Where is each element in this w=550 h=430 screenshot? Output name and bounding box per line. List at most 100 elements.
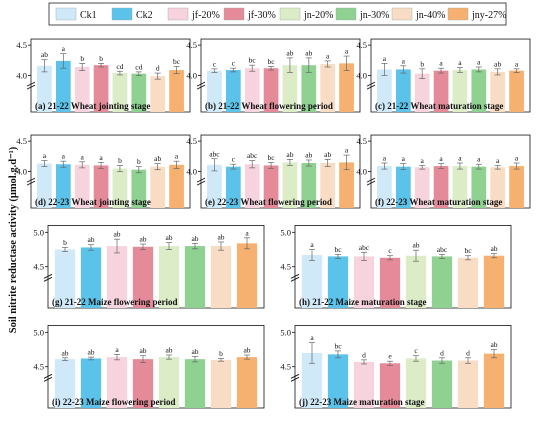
legend-swatch — [167, 7, 189, 21]
bar — [379, 257, 401, 308]
bar — [80, 358, 102, 408]
significance-letter: d — [440, 348, 444, 357]
panel-letter: (f) — [375, 197, 386, 207]
chart-panel: 4.0 4.5 abc c abc bc ab ab ab a (e) 22-23 Wheat fl… — [186, 134, 361, 209]
axis-break — [196, 177, 206, 183]
bar — [353, 256, 375, 308]
axis-break — [366, 84, 376, 90]
legend-label: Ck2 — [136, 10, 153, 21]
bar — [395, 166, 411, 208]
significance-letter: ab — [286, 48, 293, 57]
significance-letter: a — [383, 54, 387, 63]
panel-title: (h) 21-22 Maize maturation stage — [299, 297, 426, 307]
bar — [433, 70, 449, 112]
bar — [80, 247, 102, 308]
significance-letter: a — [515, 59, 519, 68]
significance-letter: a — [439, 154, 443, 163]
significance-letter: ab — [243, 346, 250, 355]
y-tick-label: 4.0 — [356, 167, 367, 177]
axis-break — [26, 177, 36, 183]
chart-panel: 4.5 5.0 a bc d e c d d ab (j) 22-23 Maize maturati… — [280, 325, 512, 409]
bar — [132, 246, 154, 308]
panel-title-text: 22-23 Wheat jointing stage — [48, 197, 151, 207]
axis-break — [290, 376, 300, 382]
significance-letter: ab — [139, 235, 146, 244]
bar — [414, 167, 430, 208]
significance-letter: abc — [247, 151, 258, 160]
legend: Ck1 Ck2 jf-20% jf-30% jn-20% jn-30% jn-40% jny-… — [48, 2, 506, 26]
significance-letter: a — [62, 152, 66, 161]
y-tick-label: 4.5 — [186, 136, 197, 146]
bar — [37, 65, 52, 112]
bar — [210, 359, 232, 408]
significance-letter: d — [362, 350, 366, 359]
significance-letter: b — [80, 54, 84, 63]
significance-letter: ab — [490, 244, 497, 253]
significance-letter: a — [345, 146, 349, 155]
chart-panel: 4.04.5a a a a b b ab a(d) 22-23 Wheat jointing … — [16, 134, 191, 209]
significance-letter: c — [213, 59, 217, 68]
significance-letter: a — [383, 154, 387, 163]
bar — [339, 162, 354, 208]
y-tick-label: 5.0 — [280, 227, 291, 237]
axis-break — [43, 273, 53, 279]
bar — [301, 255, 323, 308]
y-tick-label: 4.5 — [33, 362, 44, 372]
bar — [452, 70, 468, 112]
bar — [150, 166, 166, 208]
bar — [509, 70, 524, 112]
chart-panel: 4.5 5.0 b ab ab ab ab ab ab a (g) 21-22 Maize flow… — [33, 225, 265, 309]
bar — [433, 166, 449, 208]
panel-title: (b) 21-22 Wheat flowering period — [205, 101, 333, 111]
significance-letter: ab — [61, 348, 68, 357]
panel-title: (e) 22-23 Wheat flowering period — [205, 197, 332, 207]
significance-letter: ab — [324, 150, 331, 159]
panel-letter: (b) — [205, 101, 218, 111]
bar — [169, 70, 184, 112]
significance-letter: ab — [191, 234, 198, 243]
significance-letter: ab — [217, 232, 224, 241]
bar — [395, 69, 411, 112]
panel-title-text: 22-23 Maize maturation stage — [310, 397, 424, 407]
axis-break — [26, 84, 36, 90]
significance-letter: ab — [412, 241, 419, 250]
legend-label: jf-30% — [247, 10, 276, 21]
significance-letter: b — [420, 59, 424, 68]
significance-letter: a — [515, 154, 519, 163]
y-tick-label: 4.0 — [186, 71, 197, 81]
bar — [244, 68, 260, 112]
y-tick-label: 4.5 — [280, 262, 291, 272]
chart-panel: 4.5 5.0 ab ab a ab ab ab b ab (i) 22-23 Maize flow… — [33, 325, 265, 409]
legend-swatch — [447, 7, 469, 21]
axis-break — [366, 81, 376, 87]
axis-break — [26, 81, 36, 87]
bar — [207, 70, 222, 112]
legend-swatch — [335, 7, 357, 21]
bar — [431, 256, 453, 308]
significance-letter: ab — [87, 348, 94, 357]
axis-break — [196, 84, 206, 90]
legend-swatch — [391, 7, 413, 21]
significance-letter: bc — [268, 153, 276, 162]
significance-letter: ab — [165, 233, 172, 242]
y-tick-label: 4.5 — [356, 40, 367, 50]
significance-letter: cd — [116, 62, 123, 71]
significance-letter: a — [115, 345, 119, 354]
significance-letter: b — [99, 54, 103, 63]
bar — [490, 167, 506, 208]
bar — [282, 65, 298, 112]
bar — [225, 70, 241, 112]
bar — [54, 249, 76, 308]
bar — [320, 63, 336, 112]
axis-break — [196, 81, 206, 87]
significance-letter: b — [219, 349, 223, 358]
axis-break — [290, 273, 300, 279]
bar — [379, 363, 401, 408]
panel-title-text: 21-22 Wheat jointing stage — [48, 101, 151, 111]
significance-letter: ab — [494, 59, 501, 68]
bar — [150, 76, 166, 112]
significance-letter: ab — [87, 235, 94, 244]
panel-title: (a) 21-22 Wheat jointing stage — [35, 101, 150, 111]
bar — [377, 166, 392, 208]
